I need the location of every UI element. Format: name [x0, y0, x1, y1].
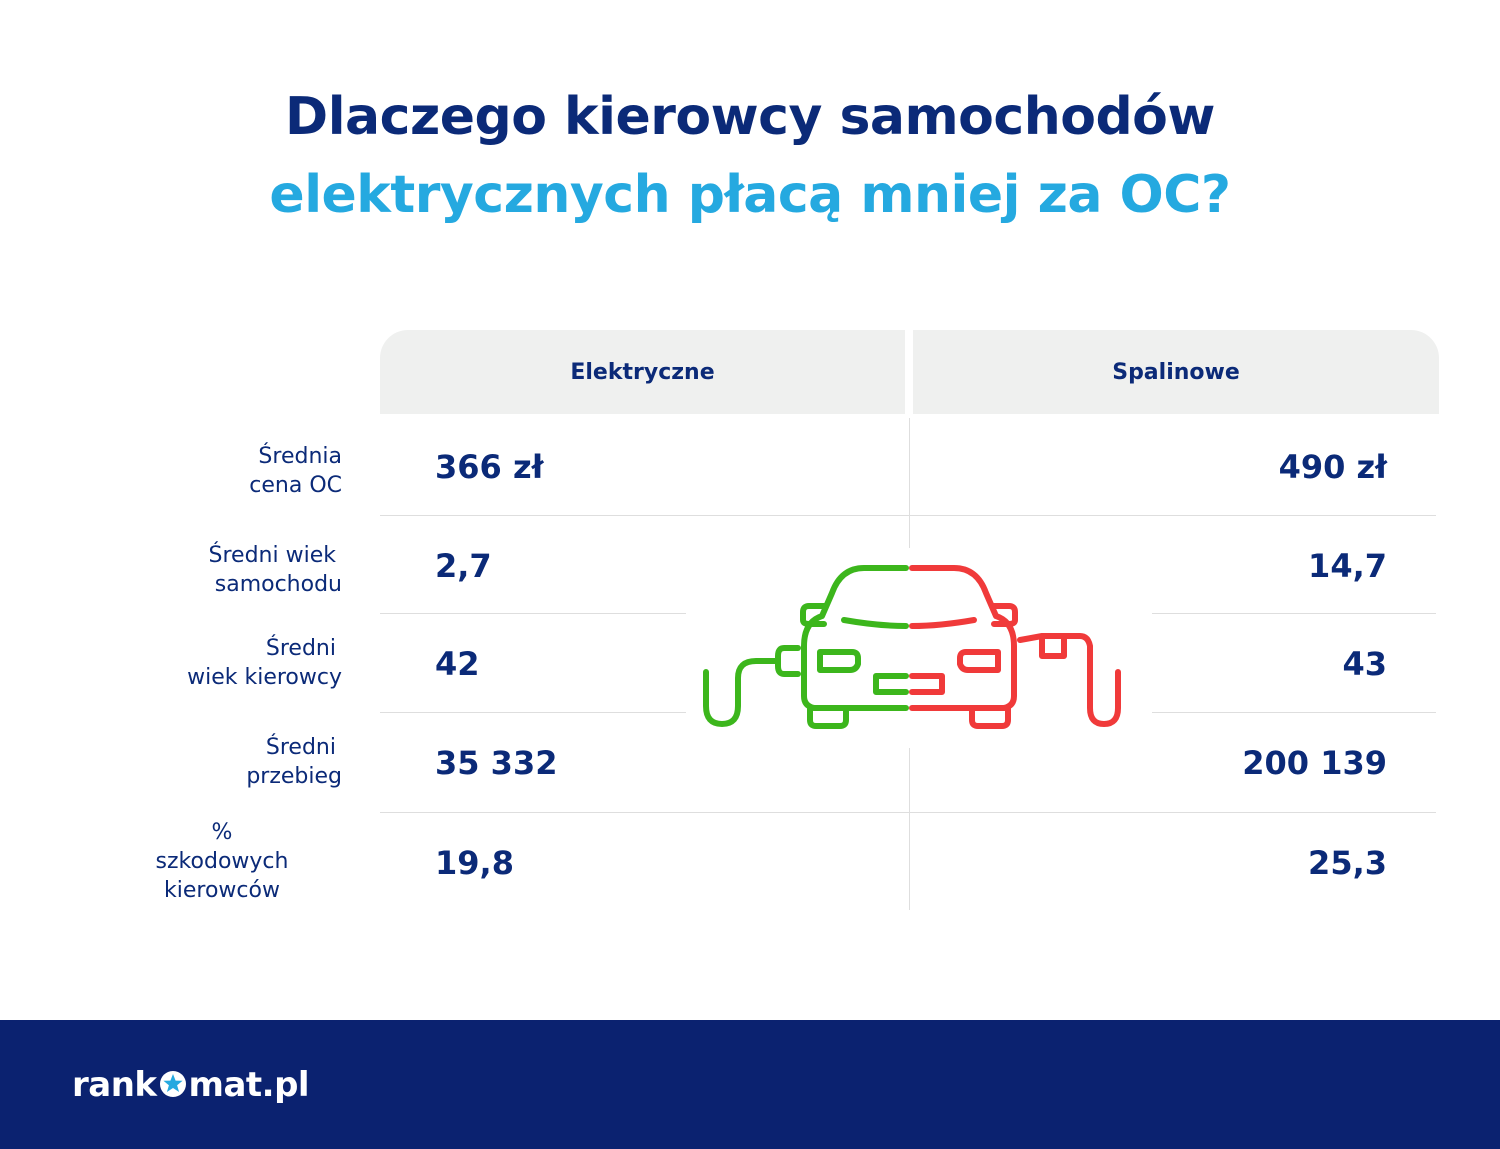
row-label-line: Średni [265, 636, 336, 661]
page-title-line-1: Dlaczego kierowcy samochodów [285, 87, 1215, 147]
row-label-line: kierowców [164, 878, 280, 903]
value-combustion-avg-car-age: 14,7 [1308, 547, 1387, 585]
row-label-avg-car-age: Średni wiek samochodu [96, 541, 342, 599]
value-electric-claims-percent: 19,8 [435, 844, 514, 882]
value-electric-avg-car-age: 2,7 [435, 547, 492, 585]
car-half-electric-half-combustion-icon [703, 565, 1121, 729]
electric-car-half-icon [703, 565, 909, 729]
row-label-avg-driver-age: Średni wiek kierowcy [102, 634, 342, 692]
row-label-line: przebieg [246, 764, 342, 789]
column-header-electric: Elektryczne [380, 330, 905, 414]
row-divider [380, 515, 1436, 516]
footer: rank mat.pl [0, 1020, 1500, 1149]
row-label-line: wiek kierowcy [187, 665, 342, 690]
row-label-avg-oc-price: Średnia cena OC [102, 442, 342, 500]
car-illustration-background [686, 548, 1152, 748]
page-title-line-2: elektrycznych płacą mniej za OC? [269, 165, 1231, 225]
value-combustion-avg-driver-age: 43 [1342, 645, 1387, 683]
row-label-avg-mileage: Średni przebieg [102, 733, 342, 791]
rankomat-logo[interactable]: rank mat.pl [72, 1060, 310, 1110]
row-label-line: % [211, 820, 233, 845]
row-label-line: szkodowych [155, 849, 289, 874]
value-electric-avg-driver-age: 42 [435, 645, 480, 683]
row-divider [380, 812, 1436, 813]
value-electric-avg-oc-price: 366 zł [435, 448, 544, 486]
row-label-line: samochodu [214, 572, 342, 597]
row-label-line: Średni wiek [208, 543, 336, 568]
row-label-claims-percent: % szkodowych kierowców [112, 818, 332, 905]
logo-text-suffix: mat.pl [188, 1065, 310, 1105]
column-header-combustion: Spalinowe [913, 330, 1439, 414]
star-icon [159, 1071, 186, 1097]
combustion-car-half-icon [909, 565, 1121, 729]
value-electric-avg-mileage: 35 332 [435, 744, 558, 782]
logo-text-prefix: rank [72, 1065, 157, 1105]
value-combustion-claims-percent: 25,3 [1308, 844, 1387, 882]
row-label-line: Średnia [258, 444, 342, 469]
value-combustion-avg-mileage: 200 139 [1242, 744, 1387, 782]
row-label-line: cena OC [249, 473, 342, 498]
row-label-line: Średni [265, 735, 336, 760]
value-combustion-avg-oc-price: 490 zł [1278, 448, 1387, 486]
